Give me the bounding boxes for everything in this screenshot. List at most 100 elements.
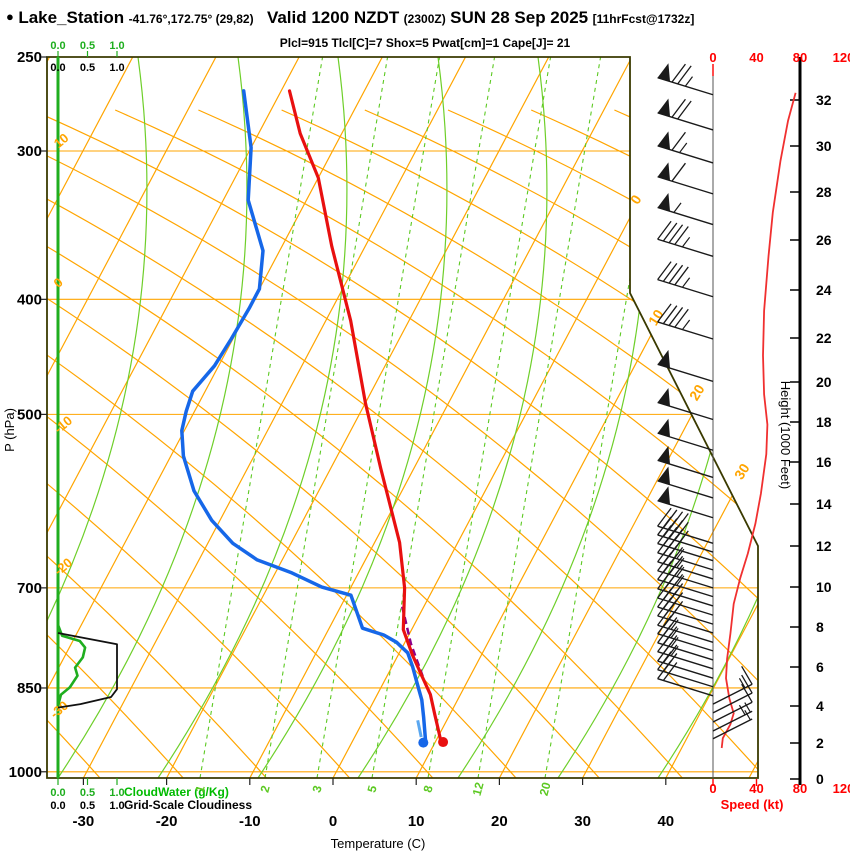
surface-dewpoint-dot	[418, 737, 429, 748]
wind-barb-part	[657, 63, 671, 82]
height-tick-label: 22	[816, 330, 832, 346]
isotherm-label: 10	[645, 306, 667, 328]
height-tick-label: 30	[816, 138, 832, 154]
wind-barb-part	[657, 507, 672, 527]
wind-barb-part	[657, 633, 714, 652]
wind-barb-part	[674, 226, 689, 245]
mixing-ratio-line	[427, 57, 552, 778]
wind-barb-part	[657, 570, 672, 590]
temperature-tick-label: 0	[329, 813, 337, 830]
mixing-ratio-line	[316, 57, 441, 778]
cloudwater-scale-top: 0.5	[80, 40, 95, 52]
height-tick-label: 26	[816, 232, 832, 248]
stability-parameters: Plcl=915 Tlcl[C]=7 Shox=5 Pwat[cm]=1 Cap…	[279, 36, 571, 50]
wind-barb-part	[657, 486, 671, 505]
wind-barb-part	[657, 388, 671, 407]
wind-barb-part	[657, 543, 672, 563]
wind-barb	[657, 660, 714, 697]
plot-frame	[46, 56, 759, 779]
wind-barb	[657, 261, 714, 298]
height-tick-label: 12	[816, 538, 832, 554]
mixing-ratio-line	[199, 57, 324, 778]
wind-barb	[657, 220, 714, 258]
wind-barb-part	[684, 76, 693, 87]
wind-barb-part	[657, 606, 672, 626]
temperature-tick-label: -10	[239, 813, 261, 830]
wind-barb-part	[671, 131, 686, 151]
moist-adiabat-line	[157, 57, 348, 778]
pressure-tick-label: 1000	[9, 764, 42, 781]
wind-barb	[657, 388, 714, 421]
valid-date: SUN 28 Sep 2025	[450, 8, 589, 27]
wind-barb-part	[657, 624, 714, 644]
station-coords: -41.76°,172.75° (29,82)	[128, 12, 254, 26]
cloudwater-scale-bottom: 0.5	[80, 787, 95, 799]
speed-tick-label-top: 40	[749, 50, 763, 65]
speed-tick-label-bottom: 40	[749, 781, 763, 796]
wind-barb-part	[676, 557, 685, 569]
height-axis-title: Height (1000 Feet)	[778, 381, 793, 489]
mixing-ratio-label: 2	[258, 784, 273, 794]
height-tick-label: 4	[816, 698, 824, 714]
wind-barb-part	[657, 615, 714, 634]
wind-barb-part	[671, 162, 686, 182]
wind-barb-part	[670, 619, 679, 630]
mixing-ratio-label: 1	[193, 784, 208, 794]
mixing-ratio-line	[544, 57, 669, 778]
wind-barb	[657, 162, 714, 195]
wind-barb-part	[657, 668, 714, 688]
cloudiness-axis-title: Grid-Scale Cloudiness	[124, 798, 252, 812]
wind-barb	[657, 445, 714, 479]
isotherm-line	[665, 57, 758, 778]
cloudwater-axis-title: CloudWater (g/Kg)	[124, 785, 229, 799]
wind-barb	[657, 63, 714, 96]
wind-barb-part	[657, 624, 672, 644]
wind-barb-part	[657, 206, 714, 226]
wind-barb	[657, 193, 714, 226]
dry-adiabat-label: 10	[51, 130, 72, 151]
wind-barb-part	[657, 570, 714, 589]
wind-barb-part	[712, 701, 753, 723]
wind-barb-part	[744, 709, 751, 721]
moist-adiabat-line	[657, 57, 758, 778]
cloudwater-scale-bottom: 1.0	[109, 787, 124, 799]
wind-barb-part	[657, 363, 714, 383]
isotherm-label: 30	[731, 460, 753, 482]
wind-barb-part	[657, 303, 672, 323]
speed-tick-label-top: 0	[709, 50, 716, 65]
wind-barb-part	[657, 534, 672, 554]
wind-barb-part	[668, 224, 684, 244]
wind-barb-part	[657, 193, 671, 212]
isotherm-line	[47, 57, 217, 778]
height-tick-label: 8	[816, 619, 824, 635]
wind-barb-part	[657, 660, 714, 679]
dry-adiabat-line	[47, 109, 758, 778]
wind-barb	[657, 349, 714, 383]
isotherm-line	[82, 57, 467, 778]
dry-adiabat-line	[447, 109, 758, 778]
wind-barb-part	[657, 579, 672, 599]
surface-temperature-dot	[438, 737, 449, 748]
wind-barb-part	[662, 305, 678, 325]
wind-barb-part	[670, 645, 679, 657]
cloudiness-scale-top: 0.0	[50, 62, 65, 74]
wind-barb-part	[657, 597, 672, 617]
wind-barb-part	[657, 145, 714, 164]
wind-barb-part	[738, 704, 746, 716]
wind-barb	[657, 418, 714, 451]
pressure-tick-label: 300	[17, 143, 42, 160]
wind-barb-part	[657, 466, 671, 485]
moist-adiabat-line	[357, 57, 548, 778]
wind-barb-part	[741, 674, 753, 694]
dewpoint-curve	[180, 89, 428, 744]
wind-barb-part	[668, 307, 684, 326]
height-tick-label: 28	[816, 184, 832, 200]
wind-barb-part	[657, 542, 714, 562]
cloudiness-scale-bottom: 0.5	[80, 800, 95, 812]
cloudwater-scale-bottom: 0.0	[50, 787, 65, 799]
wind-barb-part	[676, 548, 685, 560]
wind-barb	[712, 702, 753, 732]
station-name: Lake_Station	[18, 8, 125, 27]
speed-axis-title: Speed (kt)	[721, 797, 784, 812]
